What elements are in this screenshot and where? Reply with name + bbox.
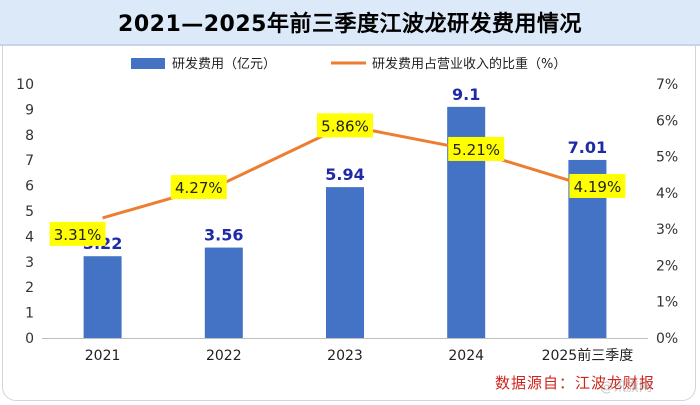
line-value-label-bg [317, 113, 373, 138]
x-tick-label: 2022 [206, 348, 242, 364]
line-value-label: 4.19% [574, 178, 622, 196]
y-left-tick-label: 8 [25, 128, 34, 144]
y-right-tick-label: 3% [656, 222, 678, 238]
line-value-label: 3.31% [54, 226, 102, 244]
y-left-tick-label: 3 [25, 255, 34, 271]
chart-title: 2021—2025年前三季度江波龙研发费用情况 [118, 12, 582, 37]
bar-value-label: 7.01 [568, 138, 607, 157]
y-right-tick-label: 4% [656, 186, 678, 202]
y-right-tick-label: 1% [656, 295, 678, 311]
legend-label-bar: 研发费用（亿元） [172, 56, 276, 72]
y-left-tick-label: 9 [25, 102, 34, 118]
bar-value-label: 5.94 [325, 165, 364, 184]
y-left-tick-label: 2 [25, 280, 34, 296]
y-left-tick-label: 7 [25, 153, 34, 169]
line-value-label: 5.21% [452, 141, 500, 159]
watermark: @讯旗网 [600, 380, 653, 395]
y-left-tick-label: 6 [25, 179, 34, 195]
legend-swatch-bar [131, 58, 165, 69]
y-left-tick-label: 4 [25, 229, 34, 245]
bar-value-label: 3.56 [204, 226, 243, 245]
x-tick-label: 2021 [85, 348, 121, 364]
bar [204, 247, 243, 338]
line-value-label-bg [49, 221, 106, 246]
y-right-tick-label: 2% [656, 258, 678, 274]
data-source-note: 数据源自：江波龙财报 [495, 374, 656, 392]
bar-value-label: 9.1 [452, 85, 480, 104]
y-left-tick-label: 1 [25, 306, 34, 322]
line-value-label-bg [569, 173, 626, 198]
legend-label-line: 研发费用占营业收入的比重（%） [372, 56, 566, 72]
x-tick-label: 2024 [448, 348, 484, 364]
y-right-tick-label: 0% [656, 331, 678, 347]
y-left-tick-label: 5 [25, 204, 34, 220]
y-left-tick-label: 0 [25, 331, 34, 347]
y-right-tick-label: 6% [656, 113, 678, 129]
line-value-label-bg [448, 136, 505, 161]
line-value-label: 4.27% [175, 179, 223, 197]
y-right-tick-label: 5% [656, 150, 678, 166]
y-left-tick-label: 10 [16, 77, 34, 93]
bar [326, 187, 364, 338]
bar [83, 256, 122, 338]
y-right-tick-label: 7% [656, 77, 678, 93]
x-tick-label: 2023 [327, 348, 363, 364]
line-value-label: 5.86% [321, 117, 369, 135]
line-value-label-bg [170, 175, 227, 200]
x-tick-label: 2025前三季度 [542, 347, 634, 364]
title-bar: 2021—2025年前三季度江波龙研发费用情况 [0, 0, 700, 46]
